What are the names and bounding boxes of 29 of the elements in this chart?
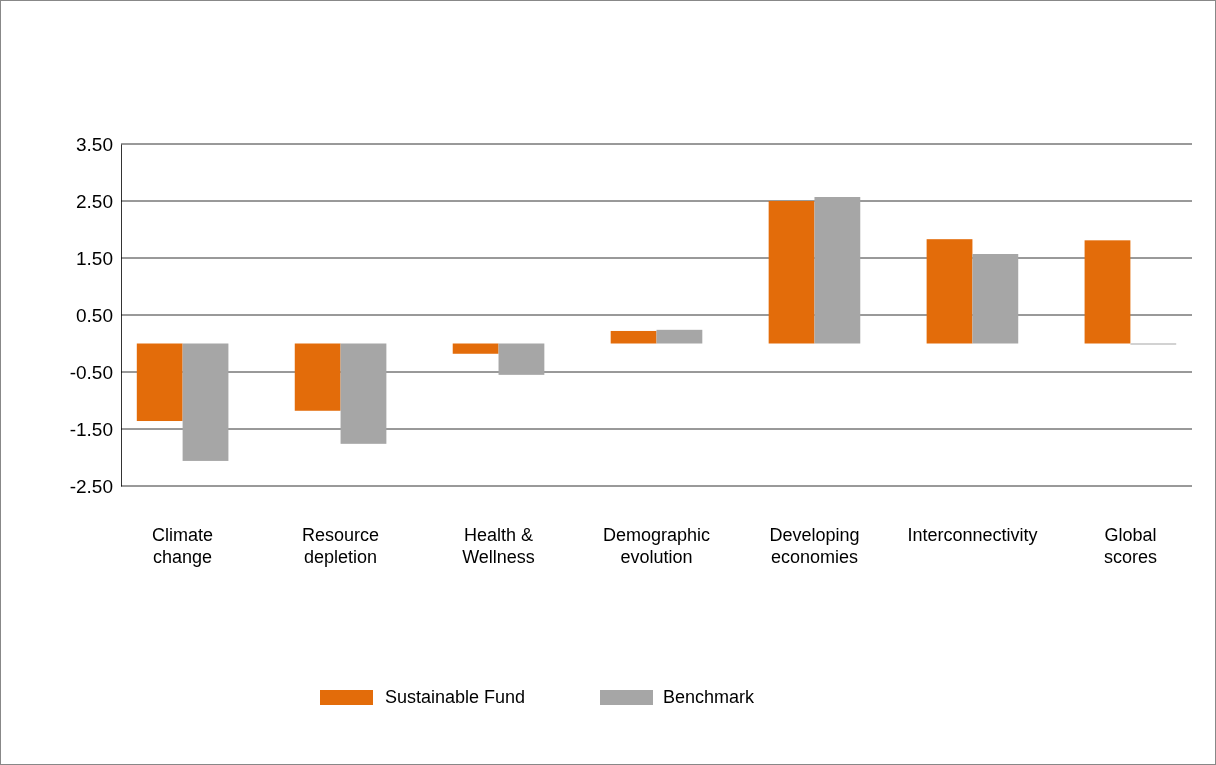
- bar: [768, 201, 815, 344]
- y-tick-label: 0.50: [76, 304, 113, 326]
- bar: [294, 343, 341, 411]
- x-tick-label: Health & Wellness: [462, 525, 535, 567]
- x-tick-label: Climate change: [152, 525, 214, 567]
- bar: [1084, 240, 1131, 344]
- y-tick-label: 1.50: [76, 247, 113, 269]
- bar: [136, 343, 183, 422]
- x-tick-label: Interconnectivity: [907, 525, 1038, 545]
- y-tick-label: 2.50: [76, 190, 113, 212]
- y-tick-label: -1.50: [69, 418, 113, 440]
- bar: [656, 329, 703, 344]
- y-tick-label: -2.50: [69, 475, 113, 497]
- bar: [610, 330, 657, 344]
- legend-label: Benchmark: [663, 687, 756, 707]
- bar: [340, 343, 387, 444]
- bar: [498, 343, 545, 375]
- x-tick-label: Global scores: [1103, 525, 1157, 567]
- bar: [182, 343, 229, 461]
- x-tick-label: Developing economies: [769, 525, 860, 567]
- bar: [814, 197, 861, 344]
- bar: [452, 343, 499, 354]
- legend-label: Sustainable Fund: [385, 687, 526, 707]
- y-tick-label: -0.50: [69, 361, 113, 383]
- x-tick-label: Resource depletion: [302, 525, 380, 567]
- bar: [926, 239, 973, 344]
- y-tick-label: 3.50: [76, 133, 113, 155]
- x-tick-label: Demographic evolution: [602, 525, 711, 567]
- bar: [972, 254, 1019, 344]
